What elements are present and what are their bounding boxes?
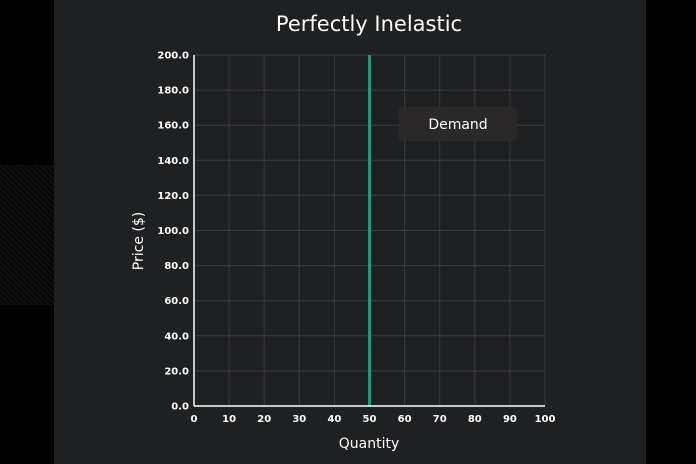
x-tick-label: 50 (363, 414, 377, 425)
legend: Demand (399, 107, 517, 141)
y-tick-label: 200.0 (157, 51, 189, 62)
y-tick-label: 160.0 (157, 121, 189, 132)
x-axis-label: Quantity (339, 436, 400, 452)
x-tick-label: 10 (222, 414, 236, 425)
chart-title: Perfectly Inelastic (276, 12, 462, 36)
y-tick-label: 140.0 (157, 156, 189, 167)
y-tick-label: 100.0 (157, 226, 189, 237)
chart-panel (54, 0, 646, 464)
x-tick-label: 0 (191, 414, 198, 425)
x-tick-label: 40 (327, 414, 341, 425)
legend-label-demand: Demand (428, 117, 487, 133)
x-tick-label: 20 (257, 414, 271, 425)
x-tick-label: 70 (433, 414, 447, 425)
y-tick-label: 20.0 (164, 366, 189, 377)
x-tick-label: 30 (292, 414, 306, 425)
axes (193, 55, 545, 407)
y-tick-label: 0.0 (171, 402, 189, 413)
y-tick-label: 60.0 (164, 296, 189, 307)
x-tick-labels: 0 10 20 30 40 50 60 70 80 90 100 (191, 414, 556, 425)
y-tick-label: 80.0 (164, 261, 189, 272)
x-tick-label: 100 (535, 414, 556, 425)
y-tick-label: 180.0 (157, 86, 189, 97)
x-tick-label: 80 (468, 414, 482, 425)
x-tick-label: 90 (503, 414, 517, 425)
x-tick-label: 60 (398, 414, 412, 425)
legend-box (399, 107, 517, 141)
y-axis-label: Price ($) (131, 212, 147, 270)
background-texture (0, 165, 54, 305)
y-tick-label: 40.0 (164, 331, 189, 342)
y-tick-label: 120.0 (157, 191, 189, 202)
y-tick-labels: 0.0 20.0 40.0 60.0 80.0 100.0 120.0 140.0 160.0 1… (157, 51, 189, 413)
